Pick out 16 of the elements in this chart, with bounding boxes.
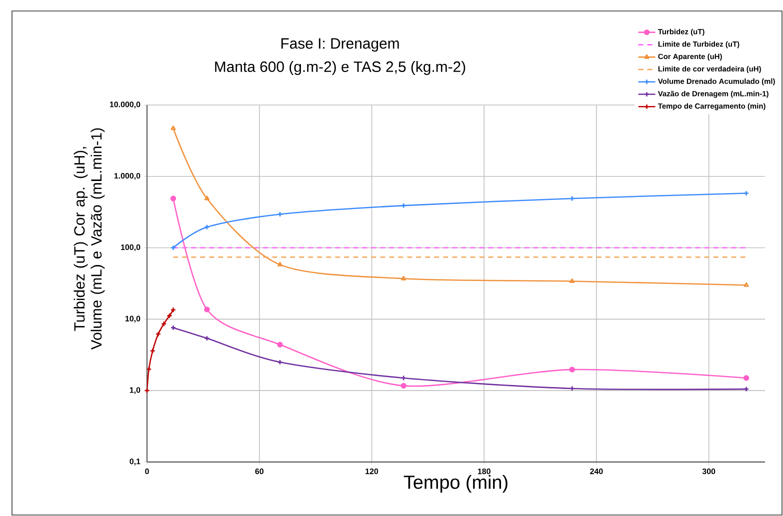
point bbox=[400, 382, 406, 389]
point bbox=[170, 196, 176, 202]
point bbox=[569, 366, 575, 372]
point bbox=[204, 306, 210, 312]
chart-subtitle: Manta 600 (g.m-2) e TAS 2,5 (kg.m-2) bbox=[215, 61, 466, 75]
point bbox=[161, 321, 167, 327]
point bbox=[204, 196, 210, 200]
point bbox=[570, 278, 575, 283]
point bbox=[150, 348, 156, 354]
y-axis-title: Turbidez (uT) Cor ap. (uH), Volume (mL) e Vazão (mL.min-1) bbox=[74, 128, 105, 350]
point bbox=[401, 276, 406, 280]
point bbox=[743, 375, 750, 381]
chart-title: Fase I: Drenagem bbox=[281, 38, 399, 52]
point bbox=[277, 342, 283, 348]
x-axis-title: Tempo (min) bbox=[404, 475, 508, 493]
point bbox=[277, 262, 283, 266]
